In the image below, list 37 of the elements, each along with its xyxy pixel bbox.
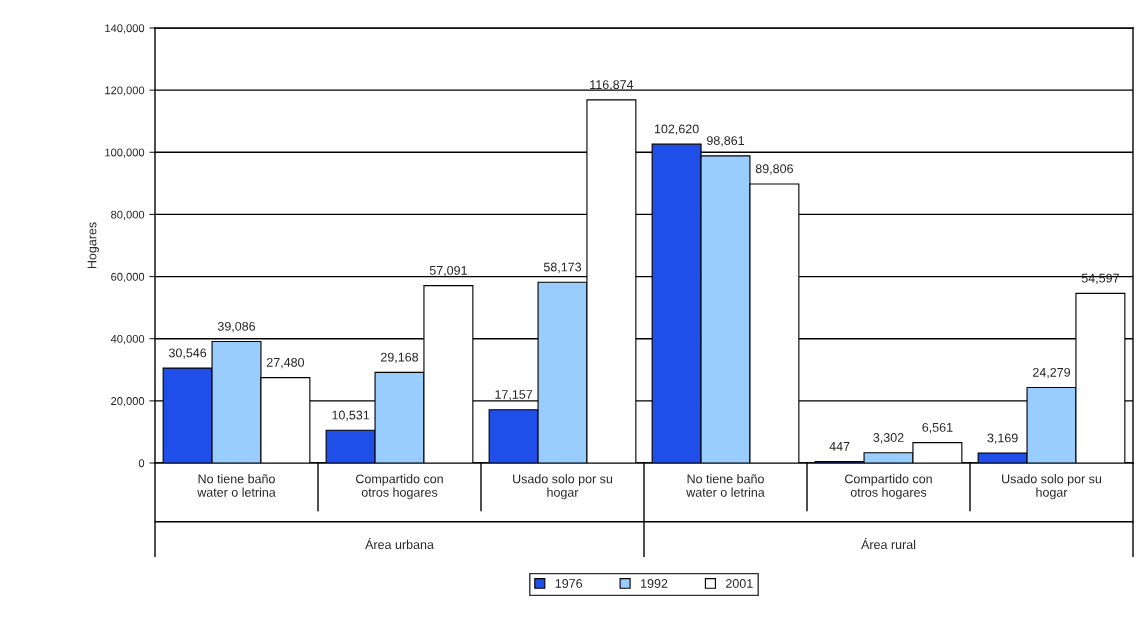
- data-label: 102,620: [654, 124, 699, 135]
- data-label: 116,874: [590, 80, 634, 91]
- x-tick-label: Compartido con otros hogares: [845, 474, 932, 500]
- y-tick-label: 40,000: [110, 334, 145, 345]
- legend-label: 1992: [641, 579, 668, 588]
- data-label: 29,168: [381, 352, 419, 364]
- x-tick-label: Usado solo por su hogar: [1002, 474, 1102, 500]
- legend-label: 2001: [726, 579, 753, 588]
- x-tick-label: Usado solo por su hogar: [513, 474, 613, 500]
- data-label: 24,279: [1033, 367, 1071, 379]
- data-label: 3,302: [873, 433, 904, 444]
- y-tick-label: 100,000: [105, 148, 145, 158]
- data-label: 17,157: [495, 390, 533, 401]
- data-label: 447: [829, 442, 850, 451]
- y-tick-label: 20,000: [111, 397, 145, 407]
- data-label: 89,806: [755, 164, 793, 175]
- x-tick-label: Compartido con otros hogares: [356, 474, 443, 500]
- y-tick-label: 60,000: [111, 272, 145, 283]
- x-tick-label: No tiene baño water o letrina: [197, 474, 276, 497]
- y-tick-label: 80,000: [111, 210, 145, 220]
- data-label: 98,861: [706, 136, 745, 147]
- data-label: 6,561: [922, 422, 953, 434]
- legend-label: 1976: [555, 579, 583, 588]
- y-axis-title: Hogares: [87, 222, 99, 269]
- data-label: 30,546: [168, 348, 207, 359]
- y-tick-label: 140,000: [105, 24, 145, 34]
- data-label: 57,091: [429, 265, 467, 277]
- text: Área urbana: [365, 538, 434, 550]
- text: Área rural: [861, 538, 916, 550]
- y-tick-label: 120,000: [105, 86, 145, 96]
- data-label: 27,480: [266, 357, 305, 369]
- data-label: 58,173: [543, 262, 582, 273]
- data-label: 10,531: [332, 410, 370, 421]
- y-tick-label: 0: [138, 459, 145, 468]
- data-label: 39,086: [217, 321, 256, 333]
- x-tick-label: No tiene baño water o letrina: [686, 474, 765, 497]
- data-label: 3,169: [987, 433, 1018, 444]
